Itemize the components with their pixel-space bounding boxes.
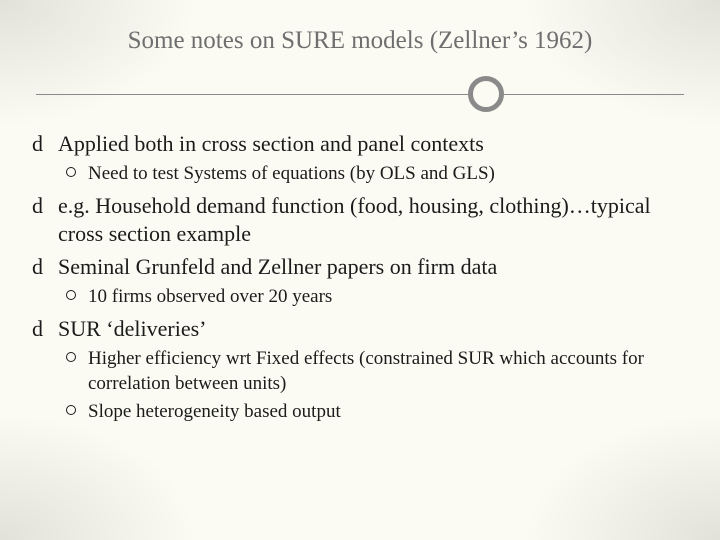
bullet-text: 10 firms observed over 20 years	[88, 285, 688, 310]
swirl-bullet-icon: d	[32, 130, 58, 158]
divider-circle-icon	[468, 76, 504, 112]
bullet-text: Slope heterogeneity based output	[88, 400, 688, 425]
bullet-level2: Slope heterogeneity based output	[66, 400, 688, 425]
bullet-text: Seminal Grunfeld and Zellner papers on f…	[58, 253, 688, 281]
swirl-bullet-icon: d	[32, 192, 58, 220]
bullet-text: Higher efficiency wrt Fixed effects (con…	[88, 347, 688, 396]
slide-title: Some notes on SURE models (Zellner’s 196…	[0, 0, 720, 56]
hollow-circle-bullet-icon	[66, 162, 88, 177]
hollow-circle-bullet-icon	[66, 400, 88, 415]
slide: Some notes on SURE models (Zellner’s 196…	[0, 0, 720, 540]
bullet-level1: d Seminal Grunfeld and Zellner papers on…	[32, 253, 688, 281]
divider-line	[36, 94, 684, 95]
swirl-bullet-icon: d	[32, 253, 58, 281]
bullet-text: e.g. Household demand function (food, ho…	[58, 192, 688, 247]
hollow-circle-bullet-icon	[66, 347, 88, 362]
swirl-bullet-icon: d	[32, 315, 58, 343]
hollow-circle-bullet-icon	[66, 285, 88, 300]
bullet-text: Applied both in cross section and panel …	[58, 130, 688, 158]
bullet-level1: d e.g. Household demand function (food, …	[32, 192, 688, 247]
bullet-text: Need to test Systems of equations (by OL…	[88, 162, 688, 187]
bullet-level2: Higher efficiency wrt Fixed effects (con…	[66, 347, 688, 396]
bullet-level2: 10 firms observed over 20 years	[66, 285, 688, 310]
bullet-text: SUR ‘deliveries’	[58, 315, 688, 343]
bullet-level1: d SUR ‘deliveries’	[32, 315, 688, 343]
bullet-level2: Need to test Systems of equations (by OL…	[66, 162, 688, 187]
title-divider	[0, 70, 720, 118]
bullet-level1: d Applied both in cross section and pane…	[32, 130, 688, 158]
slide-body: d Applied both in cross section and pane…	[0, 118, 720, 425]
